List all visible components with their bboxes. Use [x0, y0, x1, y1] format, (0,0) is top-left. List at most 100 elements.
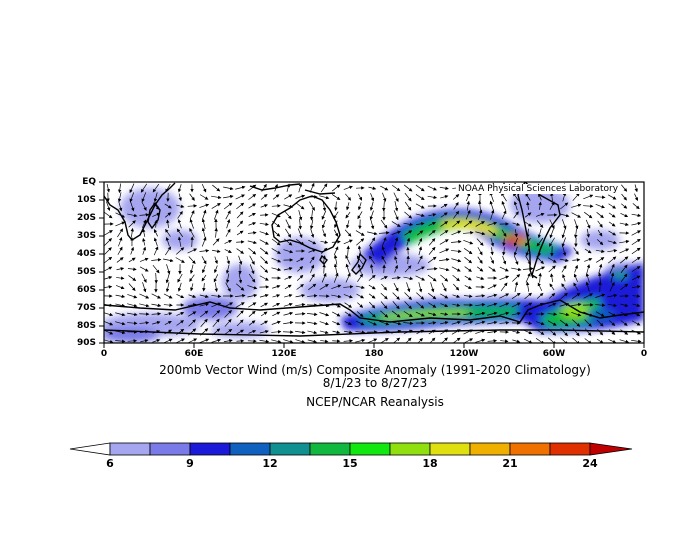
wind-vector-arrow: [428, 329, 436, 335]
wind-vector-arrow: [620, 273, 628, 283]
wind-vector-arrow: [295, 194, 306, 199]
wind-vector-arrow: [512, 222, 521, 226]
lat-label-eq: EQ: [82, 177, 96, 187]
wind-vector-arrow: [116, 257, 124, 263]
wind-vector-arrow: [440, 203, 448, 209]
wind-vector-arrow: [165, 183, 171, 193]
wind-vector-arrow: [561, 265, 567, 273]
wind-vector-arrow: [357, 302, 364, 308]
wind-vector-arrow: [178, 193, 182, 202]
wind-vector-arrow: [607, 194, 617, 200]
wind-vector-arrow: [213, 274, 219, 283]
wind-vector-arrow: [226, 219, 231, 229]
wind-vector-arrow: [118, 201, 123, 212]
wind-vector-arrow: [632, 203, 640, 210]
wind-vector-arrow: [391, 310, 401, 318]
wind-vector-arrow: [127, 312, 138, 317]
wind-vector-arrow: [573, 282, 579, 292]
wind-vector-arrow: [439, 257, 450, 262]
wind-vector-arrow: [259, 247, 269, 255]
wind-vector-arrow: [225, 264, 230, 274]
wind-vector-arrow: [368, 293, 376, 299]
wind-vector-arrow: [369, 245, 374, 256]
wind-vector-arrow: [525, 237, 531, 247]
wind-vector-arrow: [598, 272, 602, 283]
wind-vector-arrow: [343, 339, 354, 343]
wind-vector-arrow: [439, 248, 450, 254]
wind-vector-arrow: [271, 248, 281, 254]
wind-vector-arrow: [127, 321, 138, 325]
wind-vector-arrow: [176, 328, 185, 335]
wind-vector-arrow: [380, 310, 389, 318]
wind-vector-arrow: [549, 237, 555, 247]
wind-vector-arrow: [283, 302, 293, 307]
wind-vector-arrow: [224, 328, 233, 335]
wind-vector-arrow: [451, 266, 461, 272]
colorbar-high-arrow: [589, 442, 633, 456]
wind-vector-arrow: [260, 302, 268, 308]
wind-vector-arrow: [284, 293, 293, 298]
wind-vector-arrow: [346, 220, 350, 229]
wind-vector-arrow: [381, 246, 386, 256]
wind-vector-arrow: [235, 194, 245, 200]
wind-vector-arrow: [573, 273, 578, 282]
wind-vector-arrow: [487, 311, 498, 316]
wind-vector-arrow: [176, 320, 184, 326]
wind-vector-arrow: [500, 282, 508, 292]
wind-vector-arrow: [381, 283, 388, 291]
wind-vector-arrow: [463, 239, 474, 245]
wind-vector-arrow: [357, 245, 362, 256]
wind-vector-arrow: [536, 237, 544, 247]
wind-vector-arrow: [307, 294, 318, 298]
wind-vector-arrow: [249, 264, 255, 275]
wind-vector-arrow: [355, 330, 366, 334]
wind-vector-arrow: [296, 239, 305, 246]
wind-vector-arrow: [561, 228, 566, 239]
wind-vector-arrow: [141, 192, 147, 203]
wind-vector-arrow: [608, 329, 616, 335]
wind-vector-arrow: [310, 228, 315, 238]
wind-vector-arrow: [560, 202, 569, 210]
wind-vector-arrow: [381, 236, 387, 247]
wind-vector-arrow: [404, 265, 412, 273]
wind-vector-arrow: [199, 338, 210, 343]
wind-vector-arrow: [261, 183, 267, 192]
colorbar-segment: [469, 442, 511, 456]
wind-vector-arrow: [141, 201, 147, 211]
wind-vector-arrow: [200, 318, 208, 327]
wind-vector-arrow: [452, 220, 461, 228]
wind-vector-arrow: [631, 256, 641, 264]
wind-vector-arrow: [393, 282, 399, 292]
wind-vector-arrow: [430, 282, 435, 293]
wind-vector-arrow: [152, 339, 161, 343]
wind-vector-arrow: [272, 311, 281, 317]
wind-vector-arrow: [141, 219, 147, 229]
wind-vector-arrow: [283, 238, 293, 246]
wind-vector-arrow: [524, 221, 532, 227]
wind-vector-arrow: [284, 211, 292, 220]
wind-vector-arrow: [259, 329, 269, 334]
wind-vector-arrow: [428, 321, 437, 325]
wind-vector-arrow: [487, 329, 498, 334]
wind-vector-arrow: [345, 263, 350, 274]
wind-vector-arrow: [464, 275, 472, 281]
colorbar-segment: [549, 442, 591, 456]
wind-vector-arrow: [117, 228, 123, 238]
wind-vector-arrow: [522, 267, 534, 271]
wind-vector-arrow: [117, 192, 122, 203]
wind-vector-arrow: [535, 212, 545, 217]
wind-vector-arrow: [165, 282, 170, 293]
wind-vector-arrow: [490, 256, 494, 265]
wind-vector-arrow: [272, 303, 281, 307]
wind-vector-arrow: [260, 320, 269, 326]
wind-vector-arrow: [451, 249, 462, 253]
lon-label-60w: 60W: [542, 349, 566, 359]
wind-vector-arrow: [595, 303, 606, 307]
wind-vector-arrow: [502, 247, 506, 256]
wind-vector-arrow: [391, 276, 401, 280]
wind-vector-arrow: [176, 311, 185, 316]
wind-vector-arrow: [538, 272, 542, 283]
wind-vector-arrow: [382, 192, 387, 202]
wind-vector-arrow: [127, 267, 137, 271]
wind-vector-arrow: [296, 284, 304, 290]
